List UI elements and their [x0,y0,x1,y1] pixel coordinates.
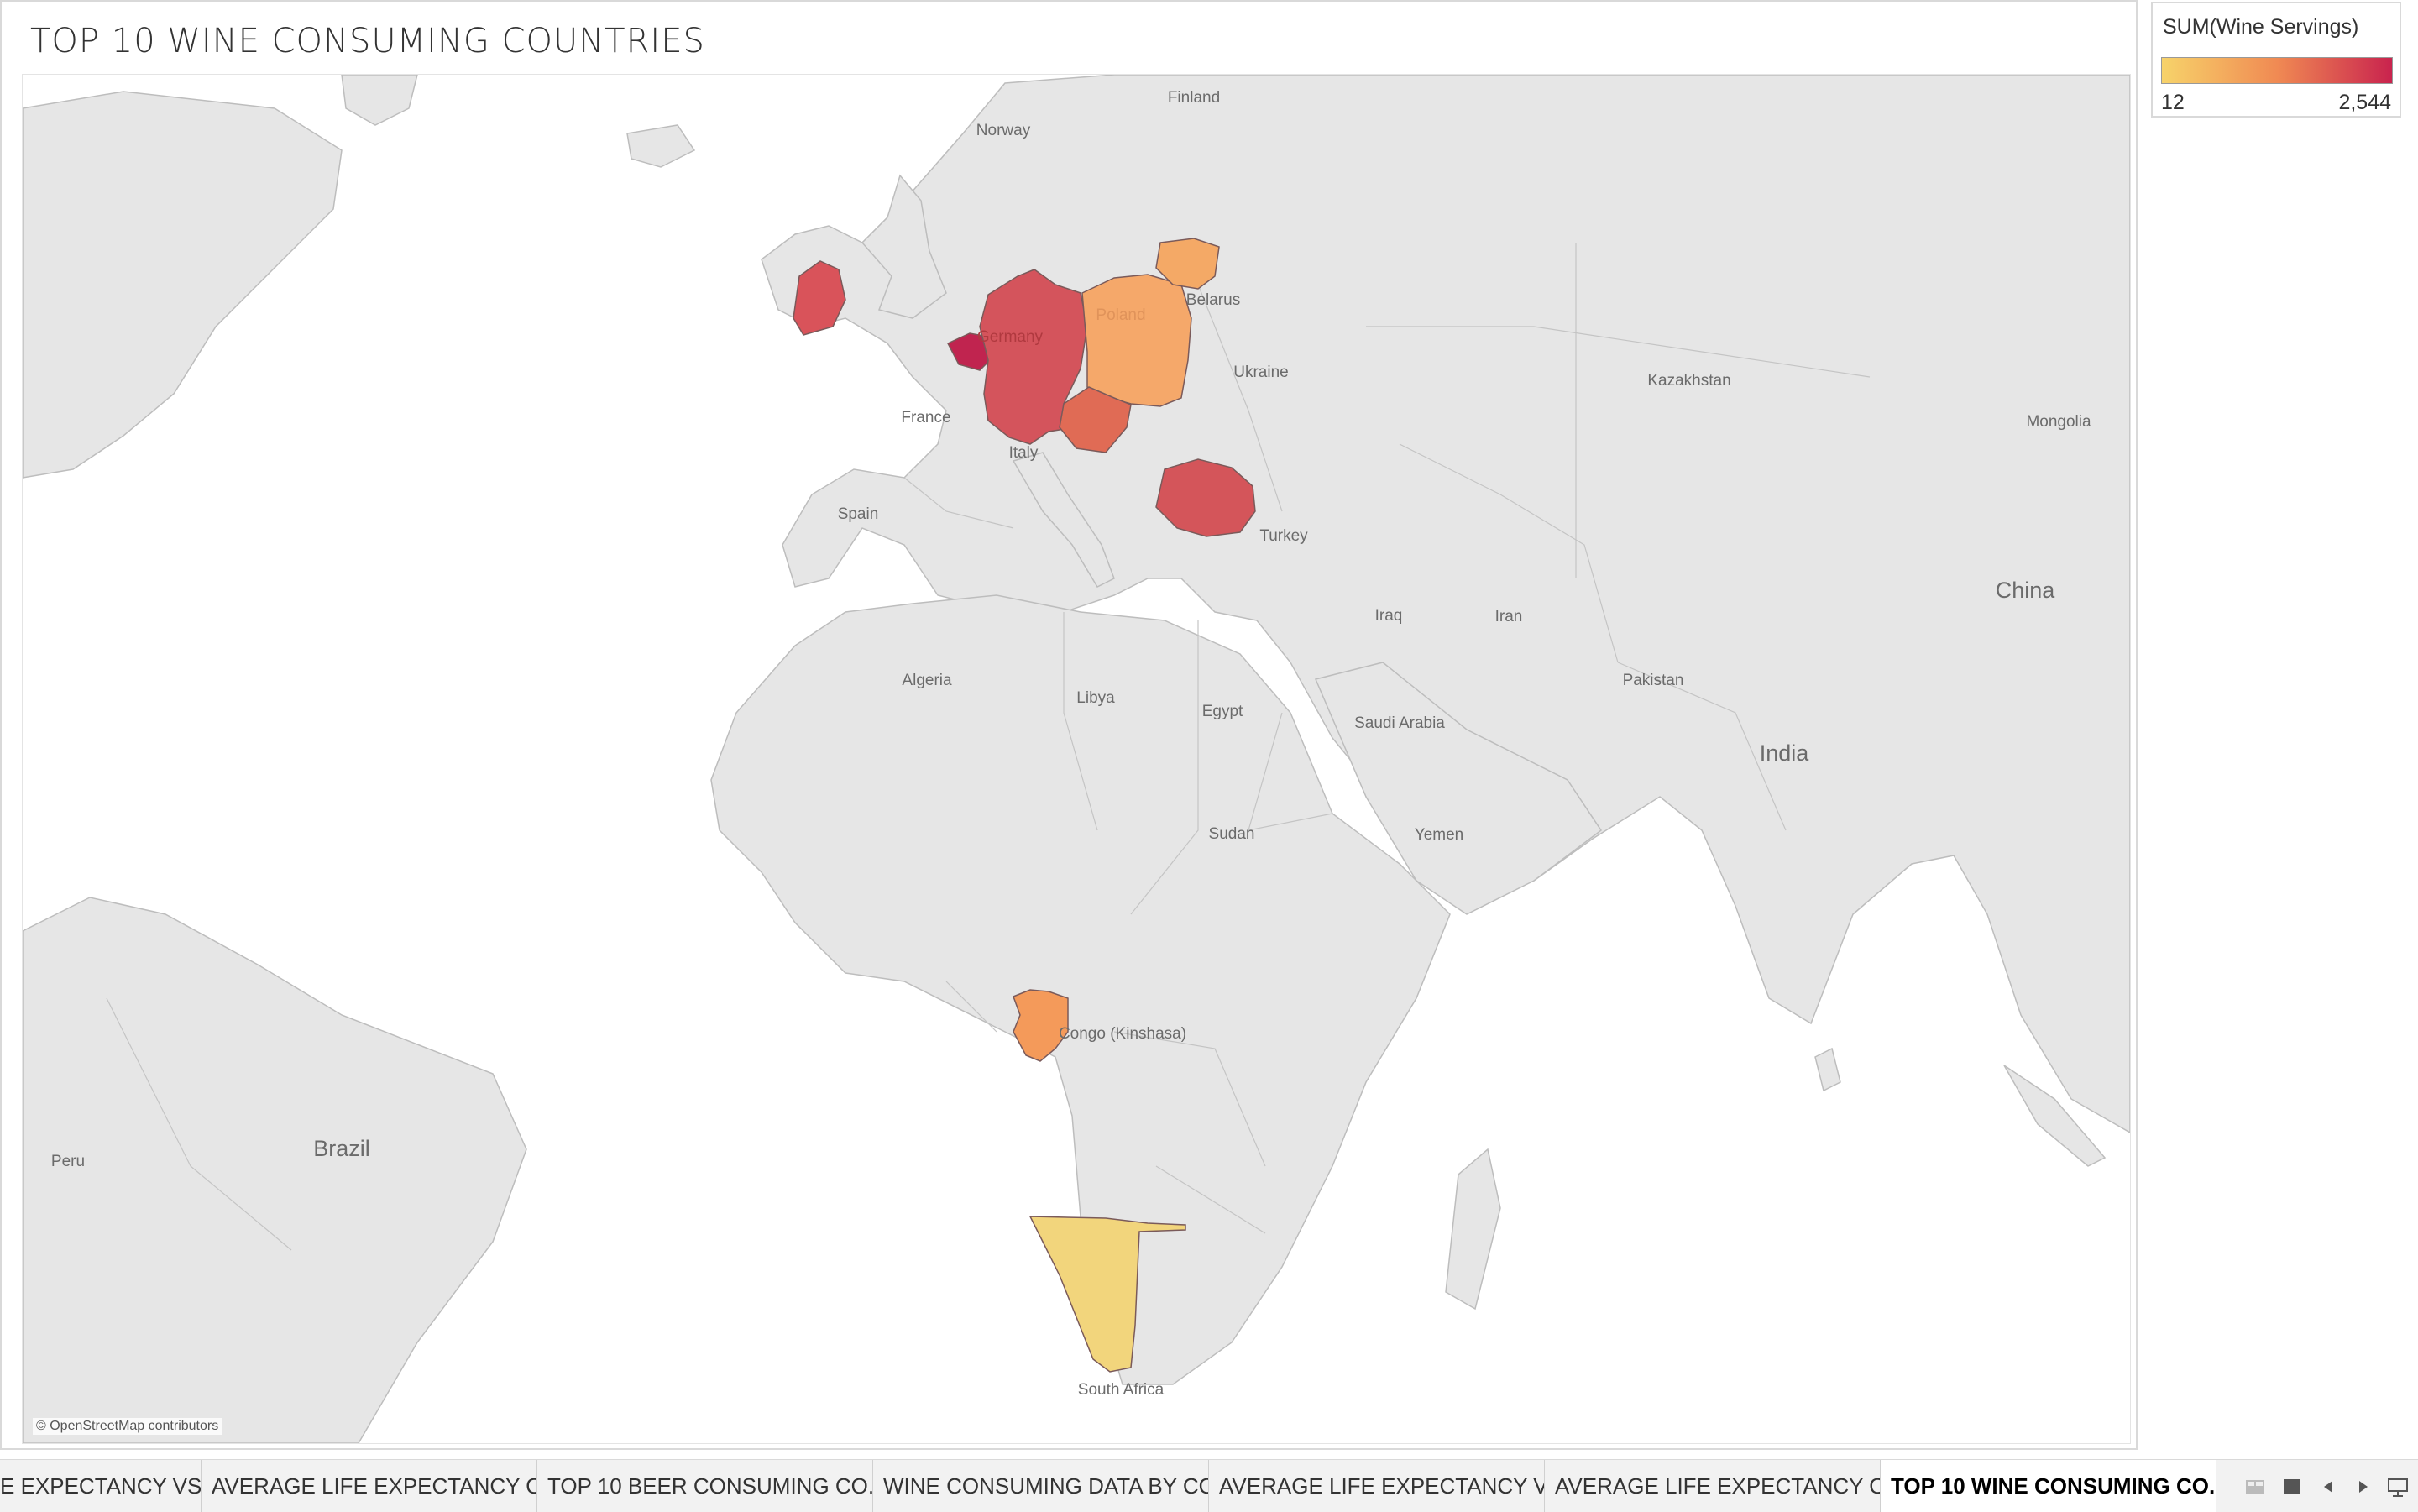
land-madagascar [1445,1148,1501,1311]
land-north-america [23,91,343,479]
label-iran: Iran [1495,608,1523,625]
label-pakistan: Pakistan [1623,672,1684,689]
label-china: China [1996,578,2056,603]
land-iceland [626,124,696,168]
label-egypt: Egypt [1202,703,1243,720]
sheet-tab[interactable]: AVERAGE LIFE EXPECTANCY OF... [1545,1460,1881,1512]
land-sumatra [2003,1065,2107,1167]
country-ireland[interactable] [793,260,846,336]
sheet-tab[interactable]: E EXPECTANCY VS... [0,1460,202,1512]
land-arctic-island [341,75,418,126]
label-belarus: Belarus [1186,291,1240,309]
label-algeria: Algeria [902,672,952,689]
legend-max-label: 2,544 [2338,91,2391,114]
country-romania[interactable] [1155,458,1256,537]
country-poland[interactable] [1081,274,1192,407]
label-spain: Spain [838,505,879,523]
worksheet: TOP 10 WINE CONSUMING COUNTRIES [0,0,2138,1450]
sheet-grid-icon[interactable] [2243,1475,2267,1499]
worksheet-title: TOP 10 WINE CONSUMING COUNTRIES [30,22,705,60]
sheet-tab-active[interactable]: TOP 10 WINE CONSUMING CO... [1881,1460,2216,1512]
land-arabia [1314,662,1603,915]
sheet-tab[interactable]: AVERAGE LIFE EXPECTANCY OF... [202,1460,537,1512]
label-india: India [1760,740,1810,766]
label-germany: Germany [977,328,1044,346]
label-brazil: Brazil [313,1136,370,1161]
sheet-tab[interactable]: WINE CONSUMING DATA BY CO... [873,1460,1209,1512]
legend-min-label: 12 [2161,91,2185,114]
map-canvas[interactable]: Finland Norway Belarus Ukraine France It… [23,75,2130,1443]
sheet-tab[interactable]: AVERAGE LIFE EXPECTANCY VS... [1209,1460,1545,1512]
next-sheet-icon[interactable] [2351,1475,2374,1499]
label-yemen: Yemen [1415,826,1463,844]
presentation-icon[interactable] [2386,1475,2410,1499]
map-attribution[interactable]: © OpenStreetMap contributors [33,1418,222,1435]
label-congo-kinshasa: Congo (Kinshasa) [1059,1025,1186,1043]
label-mongolia: Mongolia [2026,413,2091,431]
legend-color-ramp [2161,57,2393,84]
sheet-tab[interactable]: TOP 10 BEER CONSUMING CO... [537,1460,873,1512]
land-sri-lanka [1814,1047,1841,1092]
place-labels: Finland Norway Belarus Ukraine France It… [51,89,2091,1399]
label-italy: Italy [1009,444,1039,462]
color-legend[interactable]: SUM(Wine Servings) 12 2,544 [2151,2,2401,118]
label-turkey: Turkey [1259,527,1308,545]
country-lithuania[interactable] [1155,238,1220,290]
label-peru: Peru [51,1153,85,1170]
label-libya: Libya [1076,689,1115,707]
label-iraq: Iraq [1375,607,1403,625]
label-norway: Norway [976,122,1031,139]
label-france: France [901,409,950,426]
country-borders [106,242,1871,1251]
label-finland: Finland [1168,89,1220,107]
label-south-africa: South Africa [1078,1381,1165,1399]
sheet-tab-bar: E EXPECTANCY VS... AVERAGE LIFE EXPECTAN… [0,1459,2418,1512]
prev-sheet-icon[interactable] [2317,1475,2341,1499]
label-kazakhstan: Kazakhstan [1647,372,1730,390]
label-saudi-arabia: Saudi Arabia [1354,714,1445,732]
land-great-britain [861,174,947,319]
land-south-america [23,897,527,1443]
legend-title: SUM(Wine Servings) [2163,15,2359,39]
label-poland: Poland [1096,306,1145,324]
country-czechia-austria[interactable] [1059,386,1132,453]
land-italy [1012,452,1115,588]
filmstrip-icon[interactable] [2280,1475,2304,1499]
label-ukraine: Ukraine [1233,364,1288,381]
label-sudan: Sudan [1209,825,1255,843]
highlighted-countries[interactable] [793,238,1256,1373]
country-gabon[interactable] [1013,989,1069,1062]
land-africa [710,594,1451,1385]
map-view[interactable]: Finland Norway Belarus Ukraine France It… [22,74,2131,1444]
country-namibia[interactable] [1028,1216,1186,1373]
